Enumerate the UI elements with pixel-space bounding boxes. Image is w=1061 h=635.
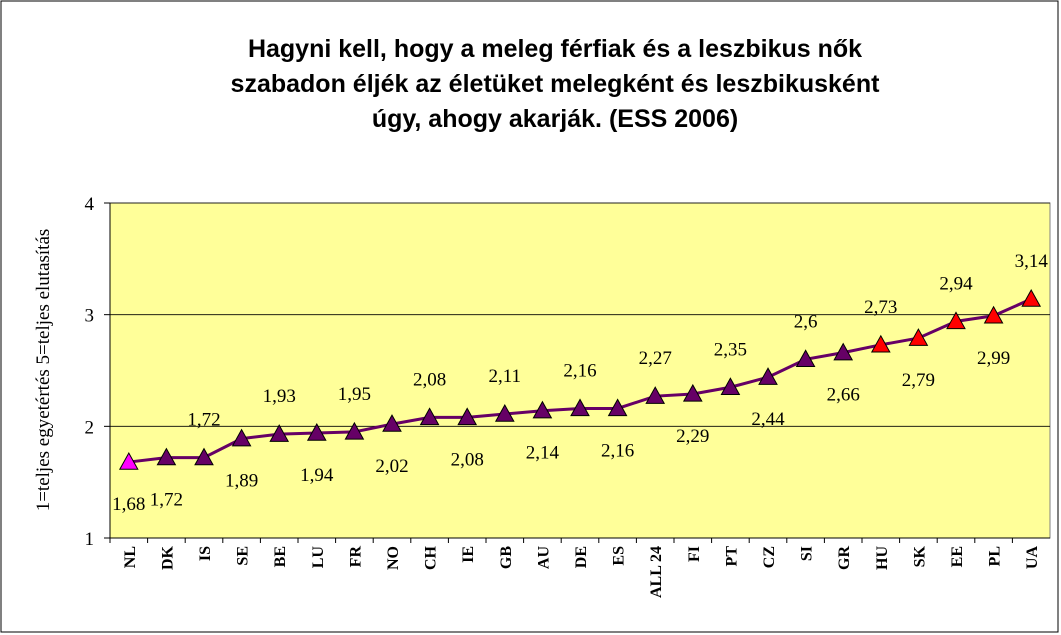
marker (419, 407, 440, 426)
chart-title: úgy, ahogy akarják. (ESS 2006) (372, 105, 738, 133)
x-tick-label: SI (799, 546, 816, 561)
data-label: 2,73 (864, 297, 897, 318)
data-label: 2,14 (526, 443, 560, 464)
data-label: 1,72 (187, 410, 220, 431)
marker (870, 334, 891, 353)
y-tick-label: 2 (85, 417, 95, 438)
y-tick-label: 4 (85, 194, 95, 215)
data-label: 2,16 (601, 440, 634, 461)
marker (758, 367, 778, 385)
marker (983, 305, 1004, 324)
x-tick-label: LU (310, 546, 327, 569)
marker (118, 452, 139, 470)
x-tick-label: AU (535, 546, 552, 570)
x-tick-label: ALL 24 (648, 546, 665, 598)
marker (532, 400, 553, 419)
data-label: 2,11 (489, 366, 522, 387)
data-label: 2,99 (977, 348, 1010, 369)
x-tick-label: HU (874, 546, 891, 570)
x-tick-label: UA (1024, 546, 1041, 570)
x-tick-label: EE (949, 546, 966, 567)
data-label: 2,29 (676, 426, 709, 447)
y-tick-label: 3 (85, 306, 95, 327)
marker (1021, 289, 1042, 307)
data-label: 1,94 (300, 465, 334, 486)
x-tick-label: DE (573, 546, 590, 568)
marker (682, 383, 703, 402)
marker (570, 398, 590, 417)
marker (269, 424, 290, 442)
chart-title: szabadon éljék az életüket melegként és … (231, 70, 881, 98)
marker (231, 428, 252, 447)
data-label: 3,14 (1015, 251, 1049, 272)
x-tick-label: DK (159, 545, 176, 570)
marker (908, 328, 929, 346)
data-label: 2,08 (451, 449, 484, 470)
x-tick-label: SK (911, 545, 928, 567)
marker (946, 311, 966, 330)
x-tick-label: IS (197, 546, 214, 561)
x-tick-label: GB (498, 546, 515, 569)
x-tick-label: GR (836, 546, 853, 570)
data-label: 1,68 (112, 494, 145, 515)
x-tick-label: CH (423, 545, 440, 570)
data-label: 2,35 (714, 339, 747, 360)
data-label: 2,27 (639, 348, 672, 369)
data-label: 2,02 (375, 456, 408, 477)
data-label: 2,08 (413, 369, 446, 390)
x-tick-label: NO (385, 546, 402, 570)
data-label: 1,89 (225, 471, 258, 492)
data-label: 1,93 (263, 386, 296, 407)
marker (795, 349, 816, 368)
marker (833, 342, 854, 361)
x-tick-label: FR (347, 546, 364, 568)
marker (306, 423, 327, 441)
data-label: 2,16 (563, 360, 596, 381)
y-tick-label: 1 (85, 529, 95, 550)
data-label: 2,66 (827, 385, 860, 406)
plot-area (109, 202, 1051, 539)
x-tick-label: CZ (761, 546, 778, 568)
marker (382, 414, 402, 432)
x-tick-label: NL (122, 546, 139, 568)
x-tick-label: SE (235, 546, 252, 566)
x-tick-label: PT (723, 546, 740, 567)
marker (720, 377, 741, 395)
data-label: 1,72 (150, 490, 183, 511)
data-label: 2,79 (902, 370, 935, 391)
data-label: 1,95 (338, 384, 371, 405)
x-tick-label: ES (611, 546, 628, 566)
marker (645, 386, 666, 404)
y-axis-label: 1=teljes egyetértés 5=teljes elutasítás (33, 229, 54, 512)
data-label: 2,94 (939, 273, 973, 294)
x-tick-label: PL (987, 546, 1004, 566)
marker (607, 398, 628, 417)
x-tick-label: FI (686, 546, 703, 562)
x-tick-label: BE (272, 546, 289, 567)
chart-title: Hagyni kell, hogy a meleg férfiak és a l… (248, 35, 862, 63)
marker (457, 407, 478, 426)
data-label: 2,44 (751, 409, 785, 430)
marker (494, 404, 515, 422)
x-tick-label: IE (460, 546, 477, 563)
marker (156, 447, 177, 466)
marker (194, 447, 214, 466)
data-label: 2,6 (794, 311, 818, 332)
marker (344, 421, 365, 440)
